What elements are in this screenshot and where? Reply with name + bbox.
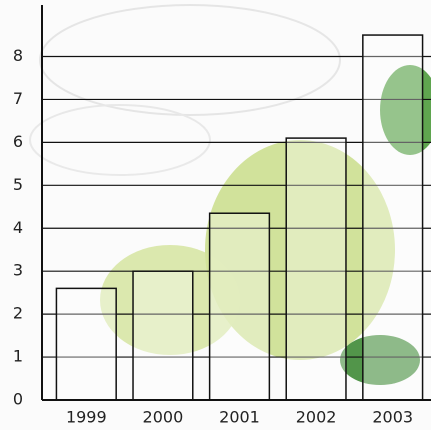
y-tick-label: 2 — [13, 304, 23, 323]
bar — [132, 270, 194, 401]
y-tick-label: 3 — [13, 261, 23, 280]
x-tick-label: 2000 — [143, 408, 184, 427]
y-tick-label: 4 — [13, 218, 23, 237]
y-tick-label: 5 — [13, 175, 23, 194]
y-tick-label: 1 — [13, 347, 23, 366]
flower — [100, 65, 431, 385]
x-tick-label: 2001 — [219, 408, 260, 427]
y-tick-label: 8 — [13, 46, 23, 65]
x-tick-label: 2002 — [296, 408, 337, 427]
bar — [285, 137, 347, 401]
x-tick-label: 2003 — [372, 408, 413, 427]
y-tick-label: 7 — [13, 89, 23, 108]
x-tick-label: 1999 — [66, 408, 107, 427]
bar — [362, 34, 424, 401]
bar — [208, 212, 271, 401]
y-tick-label: 6 — [13, 132, 23, 151]
decoration — [29, 4, 341, 176]
y-tick-label: 0 — [13, 390, 23, 409]
plot: 0 1 2 3 4 5 6 7 8 1999 2000 2001 2002 2003 — [13, 5, 431, 427]
bar — [55, 287, 117, 401]
